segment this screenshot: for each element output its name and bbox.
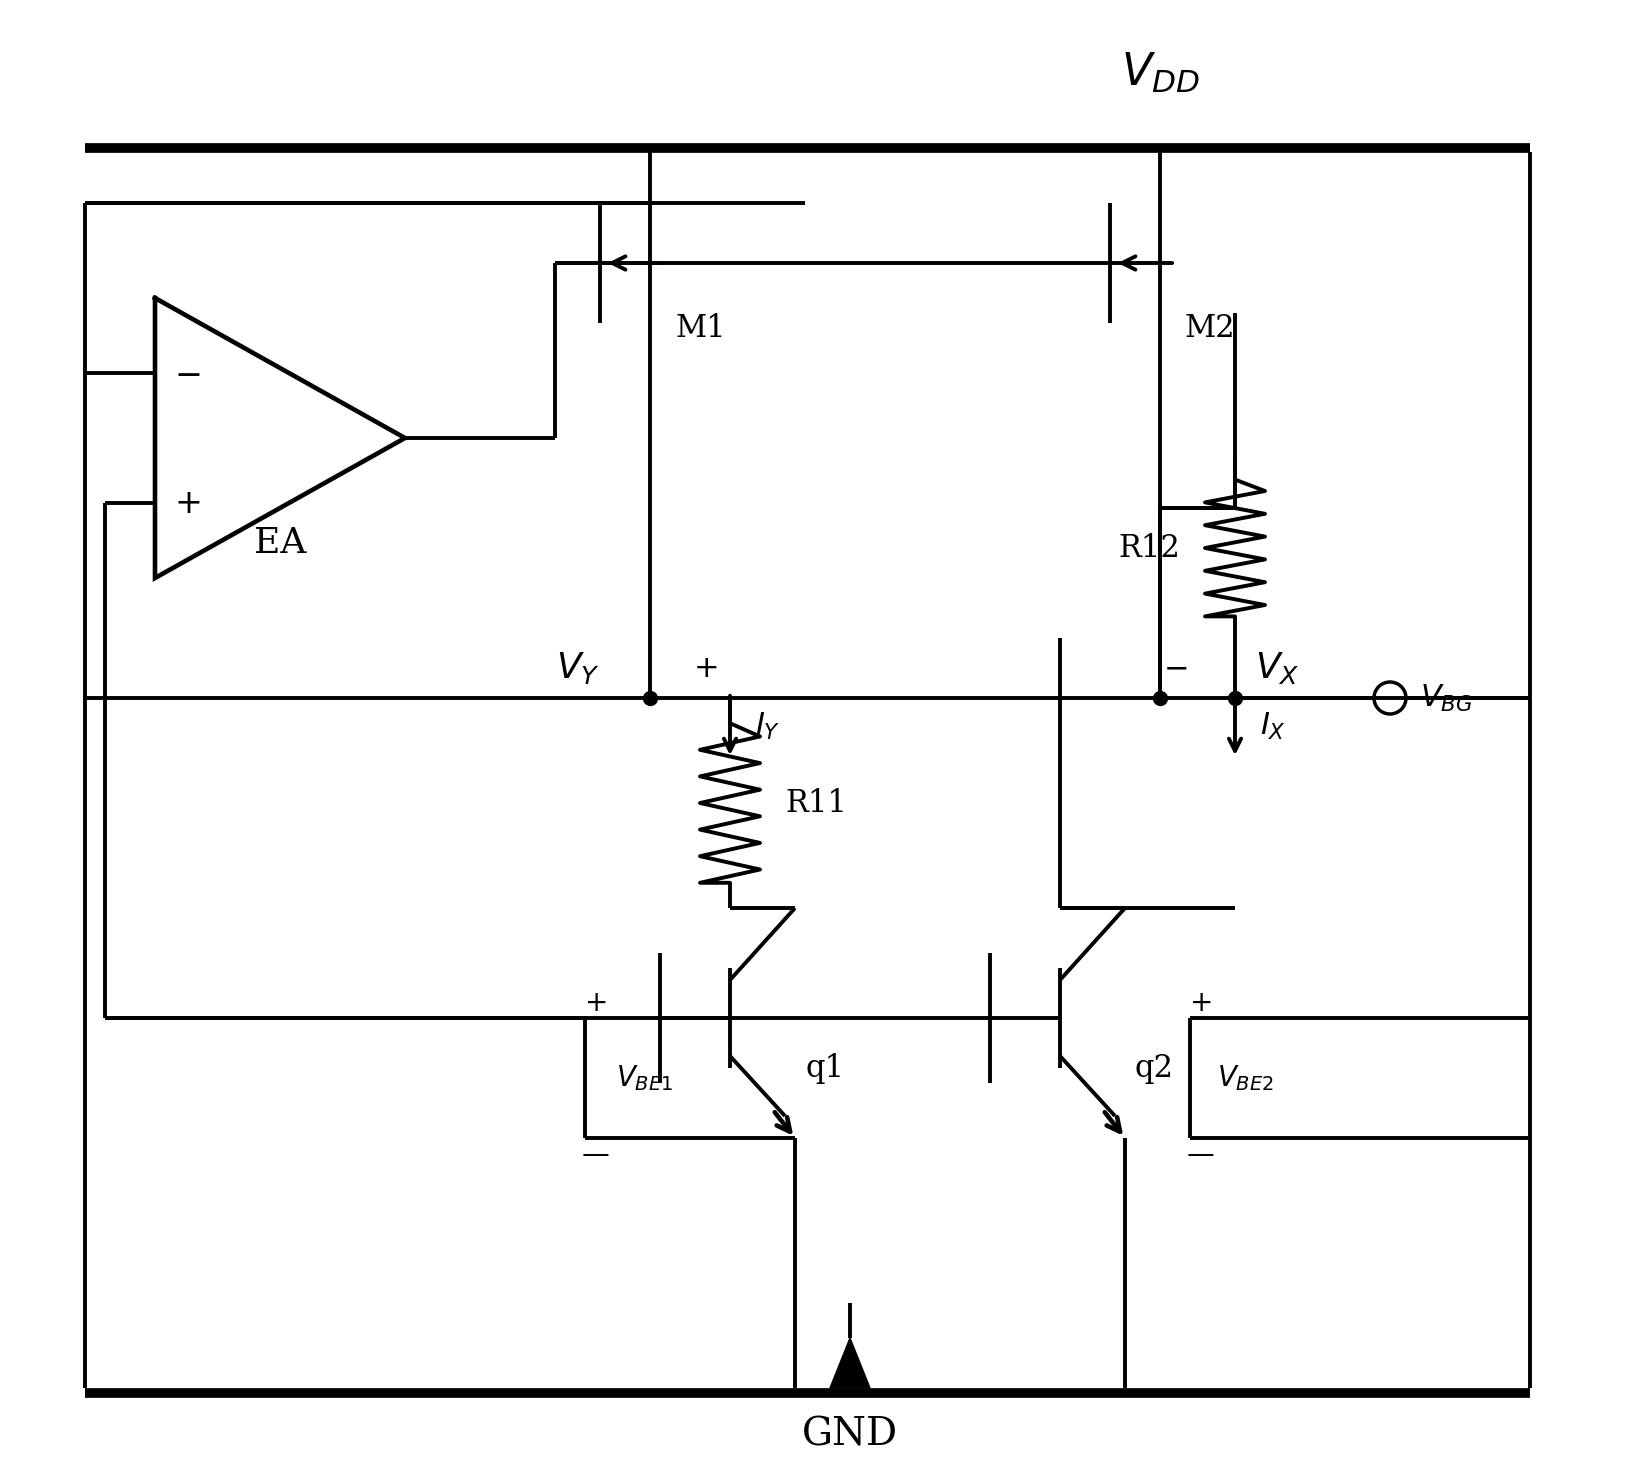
Text: $+$: $+$	[584, 989, 607, 1017]
Text: R11: R11	[785, 788, 847, 819]
Text: $+$: $+$	[1189, 989, 1211, 1017]
Text: $V_{BE1}$: $V_{BE1}$	[617, 1063, 674, 1092]
Text: M2: M2	[1184, 312, 1235, 343]
Text: R12: R12	[1117, 532, 1180, 563]
Text: $-$: $-$	[1163, 653, 1188, 683]
Text: $V_{BE2}$: $V_{BE2}$	[1217, 1063, 1273, 1092]
Polygon shape	[829, 1338, 870, 1388]
Text: q2: q2	[1135, 1052, 1175, 1083]
Text: $V_Y$: $V_Y$	[556, 650, 600, 686]
Text: $—$: $—$	[1186, 1140, 1214, 1168]
Text: $-$: $-$	[173, 356, 200, 390]
Text: $V_{DD}$: $V_{DD}$	[1121, 50, 1199, 95]
Text: $+$: $+$	[692, 653, 717, 683]
Text: M1: M1	[676, 312, 726, 343]
Text: $+$: $+$	[173, 486, 200, 519]
Text: $I_Y$: $I_Y$	[754, 711, 780, 742]
Text: GND: GND	[802, 1416, 898, 1453]
Text: $V_{BG}$: $V_{BG}$	[1420, 683, 1472, 714]
Text: q1: q1	[805, 1052, 844, 1083]
Text: EA: EA	[254, 526, 306, 560]
Text: $I_X$: $I_X$	[1260, 711, 1286, 742]
Text: $—$: $—$	[581, 1140, 609, 1168]
Text: $V_X$: $V_X$	[1255, 650, 1299, 686]
